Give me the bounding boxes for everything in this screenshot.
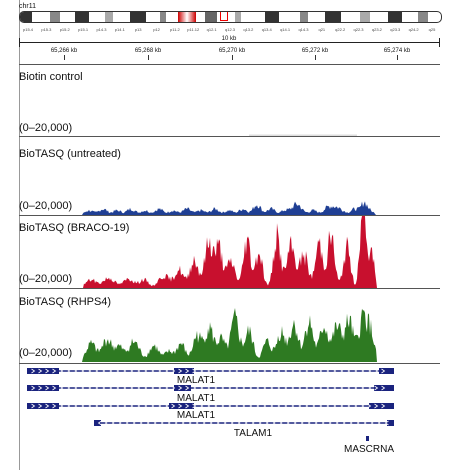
band-label: p11.2 <box>170 27 180 32</box>
band-label: p14.3 <box>96 27 107 32</box>
chromosome-ideogram[interactable] <box>19 11 442 23</box>
gene-label-talam1[interactable]: TALAM1 <box>233 428 273 439</box>
position-label: 65,274 kb <box>383 48 411 54</box>
band-label: p15.3 <box>41 27 52 32</box>
track-range: (0–20,000) <box>19 122 73 134</box>
band-label: q21 <box>318 27 326 32</box>
band-label: q23.3 <box>390 27 401 32</box>
scale-label: 10 kb <box>219 36 239 42</box>
band-label: p15.4 <box>22 27 34 32</box>
track-name-rhps[interactable]: BioTASQ (RHPS4) <box>19 296 112 308</box>
band-label: p11.12 <box>187 27 200 32</box>
band-label: q14.3 <box>298 27 309 32</box>
position-label: 65,268 kb <box>134 48 162 54</box>
coverage-track-braco[interactable] <box>19 215 440 288</box>
position-label: 65,270 kb <box>218 48 246 54</box>
current-region-marker <box>220 12 228 21</box>
band-label: q23.2 <box>371 27 382 32</box>
band-label: q12.3 <box>224 27 236 32</box>
band-label: q24.2 <box>408 27 419 32</box>
gene-structure-talam1[interactable] <box>94 420 394 426</box>
track-name-braco[interactable]: BioTASQ (BRACO-19) <box>19 222 130 234</box>
band-label: q12.1 <box>206 27 217 32</box>
band-label: p15.1 <box>78 27 89 32</box>
band-label: q25 <box>428 27 436 32</box>
position-label: 65,266 kb <box>50 48 78 54</box>
gene-structure-malat1[interactable] <box>27 368 394 374</box>
track-range: (0–20,000) <box>19 273 73 285</box>
band-label: p14.1 <box>114 27 125 32</box>
coverage-track-untreated[interactable] <box>19 145 440 215</box>
track-name-biotin[interactable]: Biotin control <box>19 71 83 83</box>
band-label: q13.2 <box>243 27 254 32</box>
position-label: 65,272 kb <box>301 48 329 54</box>
track-name-untreated[interactable]: BioTASQ (untreated) <box>19 148 121 160</box>
track-range: (0–20,000) <box>19 200 73 212</box>
band-label: q14.1 <box>280 27 291 32</box>
gene-label-malat1[interactable]: MALAT1 <box>176 375 216 386</box>
gene-structure-malat1[interactable] <box>27 403 394 409</box>
scale-bar <box>19 42 440 43</box>
band-label: p13 <box>134 27 142 32</box>
coverage-track-rhps[interactable] <box>19 290 440 362</box>
gene-structure-malat1[interactable] <box>27 385 394 391</box>
band-label: q22.3 <box>353 27 364 32</box>
track-range: (0–20,000) <box>19 347 73 359</box>
left-border <box>19 0 20 470</box>
gene-structure-mascrna[interactable] <box>366 436 369 441</box>
band-label: q22.2 <box>335 27 346 32</box>
band-label: q13.4 <box>261 27 272 32</box>
gene-label-malat1[interactable]: MALAT1 <box>176 410 216 421</box>
gene-label-malat1[interactable]: MALAT1 <box>176 393 216 404</box>
gene-annotation-track[interactable] <box>19 365 440 465</box>
coverage-track-biotin[interactable] <box>19 70 440 136</box>
gene-label-mascrna[interactable]: MASCRNA <box>343 444 395 455</box>
band-label: p15.2 <box>59 27 70 32</box>
chromosome-label: chr11 <box>19 3 36 10</box>
centromere <box>178 12 196 22</box>
band-label: p12 <box>153 27 160 32</box>
